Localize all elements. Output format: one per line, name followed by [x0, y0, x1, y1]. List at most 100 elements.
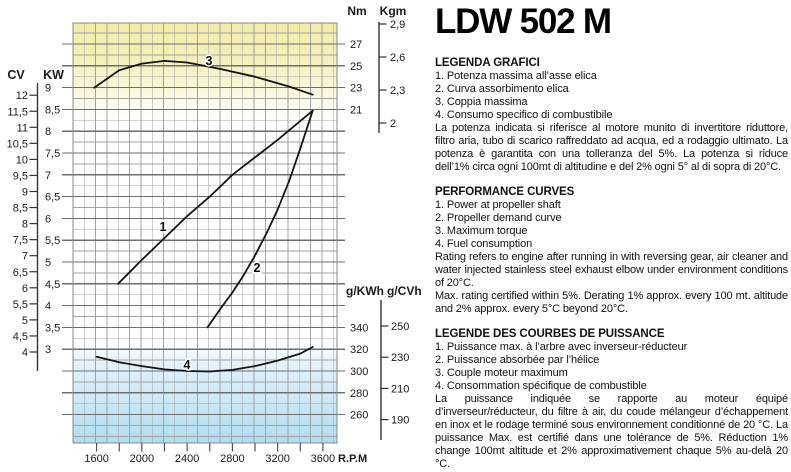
legend-item: 2. Propeller demand curve — [435, 212, 562, 224]
datasheet-text-column: LDW 502 M LEGENDA GRAFICI 1. Potenza mas… — [435, 2, 788, 471]
cv-tick-label: 5 — [22, 315, 28, 327]
cv-tick-label: 12 — [16, 90, 28, 102]
curve-number-label: 3 — [206, 54, 213, 68]
kw-tick-label: 8 — [45, 126, 51, 138]
gkwh-tick-label: 260 — [350, 410, 368, 422]
kw-tick-label: 4 — [45, 301, 51, 313]
cv-axis: CV 12 11,5 11 10,5 10 9,5 9 8,5 8 7,5 7 6,5 6 5,5 5 4,5 4 — [7, 68, 39, 371]
curve-3: 3 — [93, 52, 314, 96]
section-paragraph: Max. rating certified within 5%. Deratin… — [435, 290, 788, 315]
cv-tick-label: 6,5 — [13, 267, 28, 279]
chart-grid — [62, 22, 345, 444]
curve-4: 4 — [95, 346, 314, 374]
legend-item: 4. Fuel consumption — [435, 238, 533, 250]
gkwh-tick-label: 320 — [350, 344, 368, 356]
kw-tick-label: 5 — [45, 257, 51, 269]
legend-item: 1. Potenza massima all’asse elica — [435, 70, 597, 82]
cv-tick-label: 5,5 — [13, 299, 28, 311]
kw-tick-label: 3,5 — [45, 322, 60, 334]
cv-tick-label: 9 — [22, 187, 28, 199]
cv-tick-label: 4 — [22, 347, 28, 359]
kw-tick-label: 9 — [45, 83, 51, 95]
kw-tick-label: 6 — [45, 213, 51, 225]
kw-axis-label: KW — [43, 68, 64, 82]
cv-tick-label: 10 — [16, 154, 28, 166]
curve-number-label: 1 — [160, 220, 167, 234]
performance-chart: 1600 2000 2400 2800 3200 3600 R.P.M CV 12 11,5 11 1… — [7, 4, 422, 465]
gkwh-tick-label: 280 — [350, 388, 368, 400]
curve-1: 1 — [117, 109, 314, 285]
legend-section-english: PERFORMANCE CURVES 1. Power at propeller… — [435, 186, 788, 316]
chart-bands — [73, 23, 337, 443]
legend-item: 4. Consommation spécifique de combustibl… — [435, 380, 647, 392]
kw-tick-label: 7 — [45, 170, 51, 182]
curve-2: 2 — [206, 109, 314, 329]
gcvh-axis-label: g/CVh — [387, 284, 422, 298]
kgm-tick-label: 2 — [390, 118, 396, 130]
rpm-axis: 1600 2000 2400 2800 3200 3600 R.P.M — [84, 443, 367, 465]
rpm-tick-label: 2400 — [175, 453, 199, 465]
gkwh-axis: g/KWh 340 320 300 280 260 — [346, 284, 384, 422]
section-heading-it: LEGENDA GRAFICI — [435, 57, 540, 69]
legend-item: 3. Couple moteur maximum — [435, 367, 568, 379]
gcvh-tick-label: 190 — [391, 415, 409, 427]
legend-item: 2. Curva assorbimento elica — [435, 83, 569, 95]
rpm-tick-label: 3600 — [311, 453, 335, 465]
legend-section-italian: LEGENDA GRAFICI 1. Potenza massima all’a… — [435, 57, 788, 174]
legend-item: 3. Maximum torque — [435, 225, 528, 237]
page-title: LDW 502 M — [435, 2, 612, 41]
cv-tick-label: 8 — [22, 219, 28, 231]
gcvh-tick-label: 210 — [391, 383, 409, 395]
curve-number-label: 4 — [184, 358, 191, 372]
kw-tick-label: 8,5 — [45, 104, 60, 116]
kw-tick-label: 5,5 — [45, 235, 60, 247]
legend-item: 3. Coppia massima — [435, 96, 528, 108]
consumption-band — [73, 340, 337, 443]
section-heading-fr: LEGENDE DES COURBES DE PUISSANCE — [435, 328, 665, 340]
cv-tick-label: 10,5 — [7, 138, 28, 150]
rpm-axis-label: R.P.M — [338, 453, 367, 465]
nm-axis-label: Nm — [347, 4, 366, 18]
nm-tick-label: 23 — [350, 83, 362, 95]
cv-tick-label: 6 — [22, 283, 28, 295]
curve-number-label: 2 — [254, 261, 261, 275]
section-paragraph: La potenza indicata si riferisce al moto… — [435, 122, 788, 173]
cv-tick-label: 9,5 — [13, 170, 28, 182]
kgm-tick-label: 2,6 — [390, 52, 405, 64]
cv-tick-label: 4,5 — [13, 331, 28, 343]
nm-tick-label: 25 — [350, 61, 362, 73]
gkwh-axis-label: g/KWh — [346, 284, 384, 298]
kgm-axis-label: Kgm — [380, 4, 407, 18]
rpm-tick-label: 2000 — [130, 453, 154, 465]
kw-axis: KW9 8,5 8 7,5 7 6,5 6 5,5 5 4,5 4 3,5 3 — [43, 68, 64, 356]
gcvh-axis: g/CVh 250 230 210 190 — [380, 284, 422, 440]
section-paragraph: Rating refers to engine after running in… — [435, 251, 788, 289]
gcvh-tick-label: 230 — [391, 352, 409, 364]
legend-item: 4. Consumo specifico di combustibile — [435, 109, 613, 121]
rpm-tick-label: 1600 — [84, 453, 108, 465]
rpm-tick-label: 3200 — [265, 453, 289, 465]
kw-tick-label: 7,5 — [45, 148, 60, 160]
cv-tick-label: 11,5 — [7, 106, 28, 118]
kgm-tick-label: 2,9 — [390, 19, 405, 31]
nm-tick-label: 21 — [350, 104, 362, 116]
cv-tick-label: 7,5 — [13, 235, 28, 247]
nm-axis: Nm 27 25 23 21 — [347, 4, 366, 116]
gkwh-tick-label: 300 — [350, 366, 368, 378]
performance-chart-svg: 1600 2000 2400 2800 3200 3600 R.P.MCV1211,5111… — [7, 4, 422, 465]
legend-item: 1. Power at propeller shaft — [435, 199, 561, 211]
kw-tick-label: 3 — [45, 344, 51, 356]
cv-tick-label: 11 — [17, 122, 28, 134]
section-paragraph: La puissance indiquée se rapporte au mot… — [435, 393, 788, 470]
rpm-tick-label: 2800 — [220, 453, 244, 465]
gcvh-tick-label: 250 — [391, 321, 409, 333]
torque-band — [73, 23, 337, 119]
kw-tick-label: 4,5 — [45, 279, 60, 291]
kw-tick-label: 6,5 — [45, 192, 60, 204]
cv-tick-label: 7 — [22, 251, 28, 263]
nm-tick-label: 27 — [350, 39, 362, 51]
cv-tick-label: 8,5 — [13, 203, 28, 215]
legend-item: 2. Puissance absorbée par l’hélice — [435, 354, 600, 366]
